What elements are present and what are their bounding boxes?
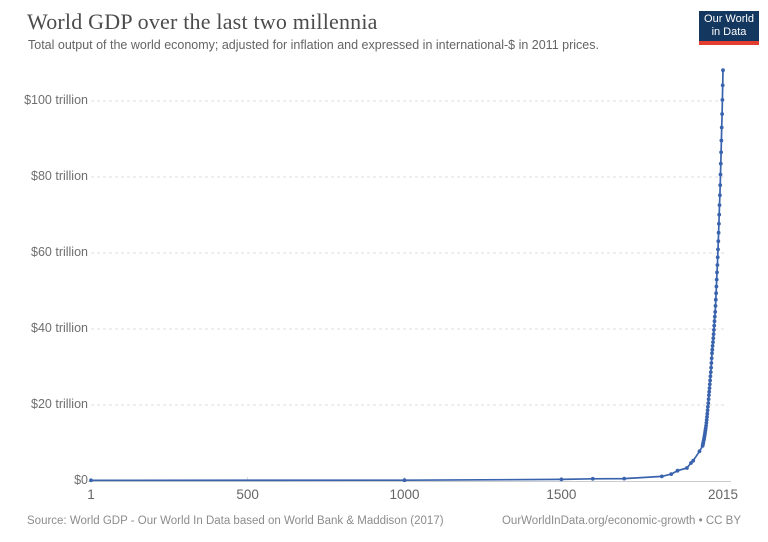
data-point[interactable]	[712, 314, 717, 319]
data-point[interactable]	[710, 347, 715, 352]
x-axis-tick-label: 1	[87, 487, 95, 502]
data-point[interactable]	[659, 474, 664, 479]
y-axis-tick-label: $0	[74, 473, 88, 487]
y-axis-tick-label: $100 trillion	[24, 93, 88, 107]
data-point[interactable]	[709, 356, 714, 361]
data-point[interactable]	[706, 404, 710, 409]
data-point[interactable]	[720, 98, 725, 102]
data-point[interactable]	[710, 351, 714, 356]
gdp-line[interactable]	[90, 69, 724, 482]
data-point[interactable]	[720, 83, 725, 88]
data-point[interactable]	[714, 277, 719, 282]
data-point[interactable]	[708, 374, 713, 379]
data-point[interactable]	[718, 172, 723, 177]
data-point[interactable]	[706, 397, 711, 402]
data-point[interactable]	[717, 212, 722, 217]
source-note: Source: World GDP - Our World In Data ba…	[27, 515, 444, 527]
data-point[interactable]	[710, 344, 715, 348]
data-point[interactable]	[89, 478, 93, 483]
data-point[interactable]	[713, 310, 718, 314]
data-point[interactable]	[716, 247, 720, 252]
data-point[interactable]	[707, 389, 712, 394]
data-point[interactable]	[704, 423, 708, 428]
data-point[interactable]	[669, 472, 674, 476]
data-point[interactable]	[711, 336, 716, 341]
data-point[interactable]	[712, 323, 717, 328]
chart-subtitle: Total output of the world economy; adjus…	[28, 38, 599, 52]
data-point[interactable]	[720, 112, 724, 116]
data-point[interactable]	[705, 415, 709, 419]
data-point[interactable]	[715, 263, 720, 267]
y-axis-tick-label: $40 trillion	[31, 321, 88, 335]
data-point[interactable]	[705, 411, 710, 416]
data-point[interactable]	[715, 270, 719, 275]
y-axis-tick-label: $60 trillion	[31, 245, 88, 259]
x-axis-tick-label: 2015	[707, 487, 739, 502]
data-point[interactable]	[709, 365, 713, 370]
data-point[interactable]	[719, 125, 724, 130]
owid-logo-line2: in Data	[711, 26, 747, 38]
data-point[interactable]	[719, 150, 723, 155]
data-point[interactable]	[713, 304, 718, 308]
x-axis-tick-label: 1500	[546, 487, 577, 502]
data-point[interactable]	[708, 378, 712, 383]
data-point[interactable]	[706, 401, 711, 405]
data-point[interactable]	[711, 332, 716, 336]
data-point[interactable]	[622, 476, 627, 481]
data-point[interactable]	[697, 449, 702, 454]
data-point[interactable]	[712, 319, 717, 324]
data-point[interactable]	[559, 477, 564, 482]
data-point[interactable]	[707, 382, 712, 387]
data-point[interactable]	[709, 361, 714, 365]
data-point[interactable]	[718, 193, 722, 198]
x-axis-tick-label: 1000	[389, 487, 420, 502]
data-point[interactable]	[718, 183, 723, 188]
data-point[interactable]	[712, 328, 716, 332]
chart-title: World GDP over the last two millennia	[27, 9, 378, 34]
data-point[interactable]	[675, 468, 680, 473]
data-point[interactable]	[718, 161, 723, 166]
data-point[interactable]	[713, 297, 718, 302]
data-point[interactable]	[716, 230, 721, 235]
data-point[interactable]	[716, 239, 721, 244]
data-point[interactable]	[685, 466, 689, 470]
x-axis-tick-label: 500	[236, 487, 259, 502]
data-point[interactable]	[707, 393, 711, 397]
data-point[interactable]	[704, 420, 709, 425]
data-point[interactable]	[719, 138, 724, 143]
data-point[interactable]	[707, 386, 712, 390]
data-point[interactable]	[717, 221, 721, 226]
data-point[interactable]	[714, 284, 719, 289]
owid-logo-line1: Our World	[704, 13, 754, 25]
data-point[interactable]	[721, 68, 725, 73]
data-point[interactable]	[708, 370, 713, 374]
y-axis-tick-label: $80 trillion	[31, 169, 88, 183]
data-point[interactable]	[715, 255, 720, 260]
data-point[interactable]	[705, 408, 710, 413]
owid-logo[interactable]: Our World in Data	[699, 11, 759, 45]
data-point[interactable]	[402, 478, 407, 483]
license-link[interactable]: OurWorldInData.org/economic-growth • CC …	[501, 515, 741, 527]
data-point[interactable]	[704, 418, 709, 422]
data-point[interactable]	[714, 291, 718, 296]
data-point[interactable]	[711, 340, 715, 344]
data-point[interactable]	[590, 476, 595, 481]
data-point[interactable]	[717, 203, 722, 208]
data-point[interactable]	[691, 458, 696, 463]
y-axis-tick-label: $20 trillion	[31, 397, 88, 411]
